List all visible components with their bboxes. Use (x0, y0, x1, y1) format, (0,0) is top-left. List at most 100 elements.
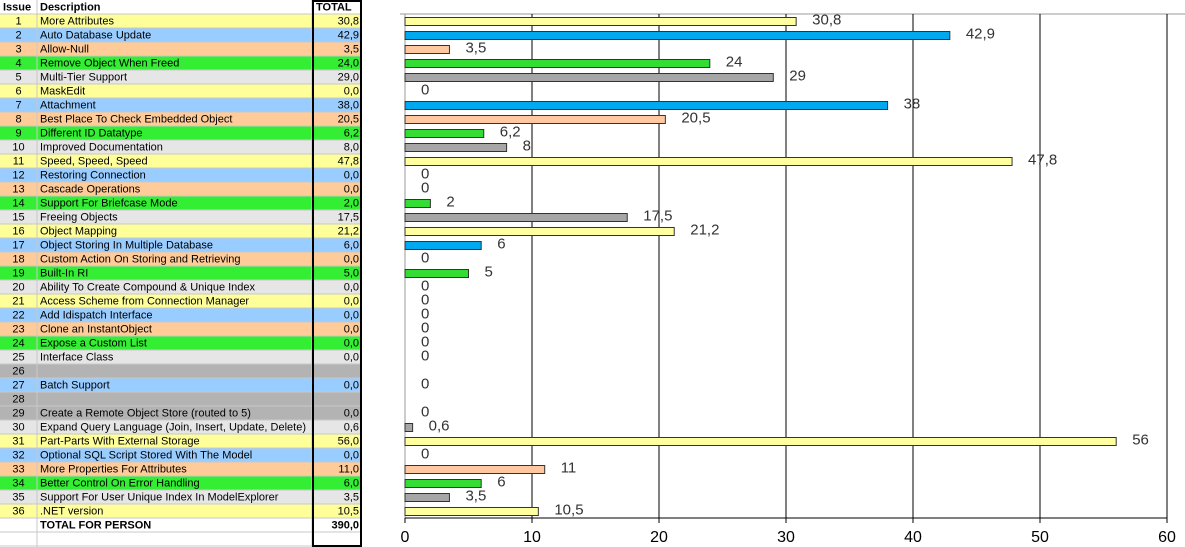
row-background (312, 434, 362, 448)
value-label: 47,8 (1028, 151, 1057, 168)
row-background (312, 336, 362, 350)
value-label: 29 (789, 67, 806, 84)
row-background (37, 196, 312, 210)
row-background (312, 140, 362, 154)
row-background (312, 448, 362, 462)
issue-number: 20 (12, 281, 24, 293)
issue-description: Built-In RI (40, 267, 88, 279)
issue-total: 0,0 (344, 169, 359, 181)
issue-description: Add Idispatch Interface (40, 309, 153, 321)
issue-description: Remove Object When Freed (40, 57, 179, 69)
header-description: Description (40, 1, 101, 13)
issue-number: 22 (12, 309, 24, 321)
value-label: 38 (904, 95, 921, 112)
row-background (37, 154, 312, 168)
row-background (312, 322, 362, 336)
row-background (0, 364, 37, 378)
value-label: 0 (421, 81, 429, 98)
issue-total: 17,5 (338, 211, 359, 223)
issue-total: 20,5 (338, 113, 359, 125)
issue-number: 4 (15, 57, 21, 69)
issue-total: 0,0 (344, 351, 359, 363)
row-background (0, 448, 37, 462)
issue-total: 0,0 (344, 337, 359, 349)
bar (404, 213, 628, 222)
row-background (312, 294, 362, 308)
value-label: 42,9 (966, 25, 995, 42)
value-label: 30,8 (812, 11, 841, 28)
issue-total: 29,0 (338, 71, 359, 83)
issue-number: 35 (12, 491, 24, 503)
bar (404, 129, 485, 138)
row-background (312, 252, 362, 266)
bar (404, 507, 539, 516)
value-label: 0,6 (429, 417, 450, 434)
row-background (312, 462, 362, 476)
issue-number: 2 (15, 29, 21, 41)
row-background (37, 84, 312, 98)
issue-number: 34 (12, 477, 24, 489)
value-label: 3,5 (465, 487, 486, 504)
issue-description: Support For User Unique Index In ModelEx… (40, 491, 279, 503)
row-background (0, 294, 37, 308)
value-label: 0 (421, 165, 429, 182)
value-label: 0 (421, 249, 429, 266)
value-label: 6 (497, 473, 505, 490)
row-background (37, 350, 312, 364)
issue-total: 0,0 (344, 407, 359, 419)
issue-total: 0,0 (344, 281, 359, 293)
row-background (37, 476, 312, 490)
bar (404, 423, 414, 432)
issue-description: Expose a Custom List (40, 337, 147, 349)
value-label: 10,5 (554, 501, 583, 518)
row-background (0, 182, 37, 196)
issue-description: TOTAL FOR PERSON (40, 519, 151, 531)
row-background (0, 70, 37, 84)
issue-description: Access Scheme from Connection Manager (40, 295, 249, 307)
row-background (0, 266, 37, 280)
row-background (312, 112, 362, 126)
bar (404, 115, 666, 124)
issue-number: 6 (15, 85, 21, 97)
row-background (0, 504, 37, 518)
row-background (0, 238, 37, 252)
issue-description: More Attributes (40, 15, 114, 27)
row-background (312, 154, 362, 168)
value-label: 17,5 (643, 207, 672, 224)
issue-description: Freeing Objects (40, 211, 118, 223)
issue-total: 56,0 (338, 435, 359, 447)
row-background (0, 168, 37, 182)
issue-total: 47,8 (338, 155, 359, 167)
row-background (37, 294, 312, 308)
issue-description: Support For Briefcase Mode (40, 197, 178, 209)
issue-description: MaskEdit (40, 85, 85, 97)
issue-number: 24 (12, 337, 24, 349)
row-background (37, 420, 312, 434)
x-tick-label: 60 (1158, 529, 1176, 546)
issue-description: Different ID Datatype (40, 127, 143, 139)
row-background (0, 196, 37, 210)
issue-description: Allow-Null (40, 43, 89, 55)
row-background (37, 56, 312, 70)
issue-total: 0,0 (344, 449, 359, 461)
issue-number: 19 (12, 267, 24, 279)
row-background (0, 28, 37, 42)
row-background (37, 28, 312, 42)
row-background (312, 490, 362, 504)
issue-description: Expand Query Language (Join, Insert, Upd… (40, 421, 306, 433)
row-background (312, 308, 362, 322)
row-background (0, 154, 37, 168)
bar (404, 59, 711, 68)
row-background (37, 224, 312, 238)
row-background (37, 392, 312, 406)
issue-total: 8,0 (344, 141, 359, 153)
row-background (0, 406, 37, 420)
bar (404, 227, 675, 236)
row-background (0, 392, 37, 406)
row-background (37, 98, 312, 112)
issue-number: 8 (15, 113, 21, 125)
value-label: 6 (497, 235, 505, 252)
issue-total: 11,0 (338, 463, 359, 475)
bar (404, 437, 1117, 446)
issue-total: 0,0 (344, 183, 359, 195)
